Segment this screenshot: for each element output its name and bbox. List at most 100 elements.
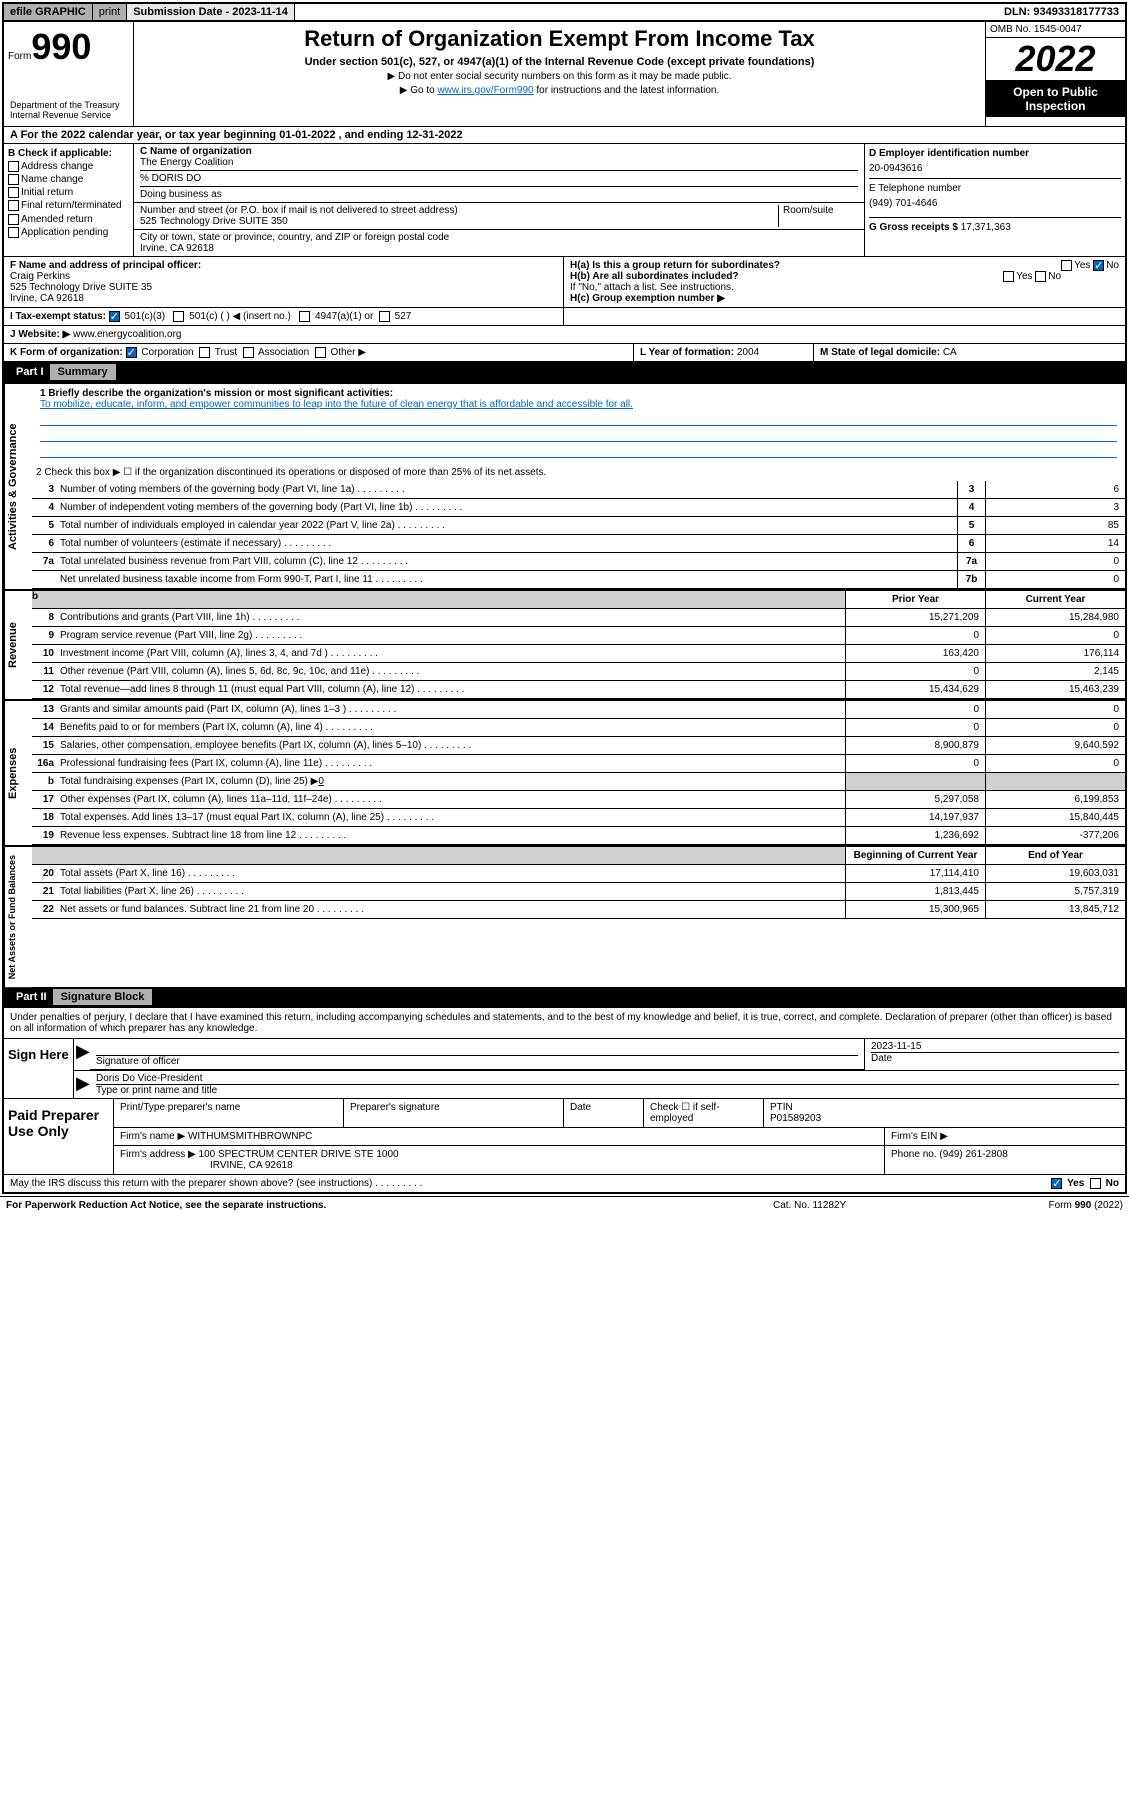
revenue-section: Revenue b Prior Year Current Year 8Contr… [4,589,1125,699]
website-row: J Website: ▶ www.energycoalition.org [4,326,1125,344]
check-name-change[interactable]: Name change [8,174,129,185]
sig-date: 2023-11-15 [871,1041,1119,1052]
firm-name: WITHUMSMITHBROWNPC [188,1131,312,1142]
end-year-header: End of Year [985,847,1125,864]
line-3-value: 6 [985,481,1125,498]
instruction-2: ▶ Go to www.irs.gov/Form990 for instruct… [142,85,977,96]
line-7b-value: 0 [985,571,1125,588]
discuss-no[interactable] [1090,1178,1101,1189]
paid-preparer-block: Paid Preparer Use Only Print/Type prepar… [4,1098,1125,1174]
current-year-header: Current Year [985,591,1125,608]
line-7a-value: 0 [985,553,1125,570]
public-inspection: Open to Public Inspection [986,80,1125,117]
irs-link[interactable]: www.irs.gov/Form990 [437,85,533,96]
dln-number: DLN: 93493318177733 [998,4,1125,20]
table-row: 18Total expenses. Add lines 13–17 (must … [32,809,1125,827]
form-number-box: Form990 Department of the Treasury Inter… [4,22,134,126]
city-state-zip: Irvine, CA 92618 [140,243,858,254]
signature-block: Under penalties of perjury, I declare th… [4,1007,1125,1192]
check-corporation[interactable] [126,347,137,358]
table-row: 22Net assets or fund balances. Subtract … [32,901,1125,919]
line-6-value: 14 [985,535,1125,552]
form-container: efile GRAPHIC print Submission Date - 20… [2,2,1127,1194]
revenue-label: Revenue [4,591,32,699]
page-footer: For Paperwork Reduction Act Notice, see … [0,1196,1129,1214]
box-l: L Year of formation: 2004 [634,344,814,361]
check-501c3[interactable] [109,311,120,322]
street-address: 525 Technology Drive SUITE 350 [140,216,778,227]
line-5-value: 85 [985,517,1125,534]
firm-phone: (949) 261-2808 [939,1149,1007,1160]
print-button[interactable]: print [93,4,127,20]
governance-section: Activities & Governance 1 Briefly descri… [4,382,1125,589]
part-1-header: Part I Summary [4,362,1125,382]
check-app-pending[interactable]: Application pending [8,227,129,238]
form-page: Form 990 (2022) [973,1200,1123,1211]
table-row: 21Total liabilities (Part X, line 26)1,8… [32,883,1125,901]
efile-label: efile GRAPHIC [4,4,93,20]
sig-disclaimer: Under penalties of perjury, I declare th… [4,1008,1125,1039]
officer-group-row: F Name and address of principal officer:… [4,257,1125,308]
table-row: 17Other expenses (Part IX, column (A), l… [32,791,1125,809]
instruction-1: ▶ Do not enter social security numbers o… [142,71,977,82]
ein-value: 20-0943616 [869,163,1121,174]
line-4-value: 3 [985,499,1125,516]
table-row: 14Benefits paid to or for members (Part … [32,719,1125,737]
care-of: % DORIS DO [140,170,858,184]
box-h: H(a) Is this a group return for subordin… [564,257,1125,307]
tax-year-line: A For the 2022 calendar year, or tax yea… [4,127,1125,144]
gross-receipts: G Gross receipts $ 17,371,363 [869,217,1121,233]
officer-name-title: Doris Do Vice-President [96,1073,1119,1084]
check-initial-return[interactable]: Initial return [8,187,129,198]
officer-name: Craig Perkins [10,271,70,282]
check-address-change[interactable]: Address change [8,161,129,172]
top-bar: efile GRAPHIC print Submission Date - 20… [4,4,1125,22]
ptin-value: P01589203 [770,1113,821,1124]
box-f: F Name and address of principal officer:… [4,257,564,307]
org-name: The Energy Coalition [140,157,858,168]
table-row: 16aProfessional fundraising fees (Part I… [32,755,1125,773]
submission-date: Submission Date - 2023-11-14 [127,4,295,20]
box-m: M State of legal domicile: CA [814,344,1125,361]
paid-preparer-label: Paid Preparer Use Only [4,1099,114,1174]
box-b: B Check if applicable: Address change Na… [4,144,134,256]
table-row: 11Other revenue (Part VIII, column (A), … [32,663,1125,681]
box-j: J Website: ▶ www.energycoalition.org [4,326,1125,343]
tax-status-row: I Tax-exempt status: 501(c)(3) 501(c) ( … [4,308,1125,326]
prior-year-header: Prior Year [845,591,985,608]
net-assets-section: Net Assets or Fund Balances Beginning of… [4,845,1125,987]
check-final-return[interactable]: Final return/terminated [8,200,129,211]
net-assets-label: Net Assets or Fund Balances [4,847,32,987]
entity-info: B Check if applicable: Address change Na… [4,144,1125,257]
discuss-yes[interactable] [1051,1178,1062,1189]
box-k: K Form of organization: Corporation Trus… [4,344,634,361]
omb-number: OMB No. 1545-0047 [986,22,1125,38]
mission-block: 1 Briefly describe the organization's mi… [32,384,1125,464]
table-row: 12Total revenue—add lines 8 through 11 (… [32,681,1125,699]
beginning-year-header: Beginning of Current Year [845,847,985,864]
form-subtitle: Under section 501(c), 527, or 4947(a)(1)… [142,56,977,68]
expenses-section: Expenses 13Grants and similar amounts pa… [4,699,1125,845]
website-value: www.energycoalition.org [73,329,181,340]
firm-address: 100 SPECTRUM CENTER DRIVE STE 1000 [199,1149,399,1160]
check-amended[interactable]: Amended return [8,214,129,225]
omb-box: OMB No. 1545-0047 2022 Open to Public In… [985,22,1125,126]
form-title-box: Return of Organization Exempt From Incom… [134,22,985,126]
table-row: 19Revenue less expenses. Subtract line 1… [32,827,1125,845]
org-form-row: K Form of organization: Corporation Trus… [4,344,1125,362]
table-row: 9Program service revenue (Part VIII, lin… [32,627,1125,645]
tax-year-big: 2022 [986,38,1125,80]
form-header: Form990 Department of the Treasury Inter… [4,22,1125,127]
box-i: I Tax-exempt status: 501(c)(3) 501(c) ( … [4,308,564,325]
governance-label: Activities & Governance [4,384,32,589]
table-row: 15Salaries, other compensation, employee… [32,737,1125,755]
department-label: Department of the Treasury Internal Reve… [8,98,129,122]
table-row: 8Contributions and grants (Part VIII, li… [32,609,1125,627]
catalog-number: Cat. No. 11282Y [773,1200,973,1211]
box-c: C Name of organization The Energy Coalit… [134,144,865,256]
sign-here-label: Sign Here [4,1039,74,1098]
expenses-label: Expenses [4,701,32,845]
phone-value: (949) 701-4646 [869,198,1121,209]
table-row: 13Grants and similar amounts paid (Part … [32,701,1125,719]
box-d: D Employer identification number 20-0943… [865,144,1125,256]
